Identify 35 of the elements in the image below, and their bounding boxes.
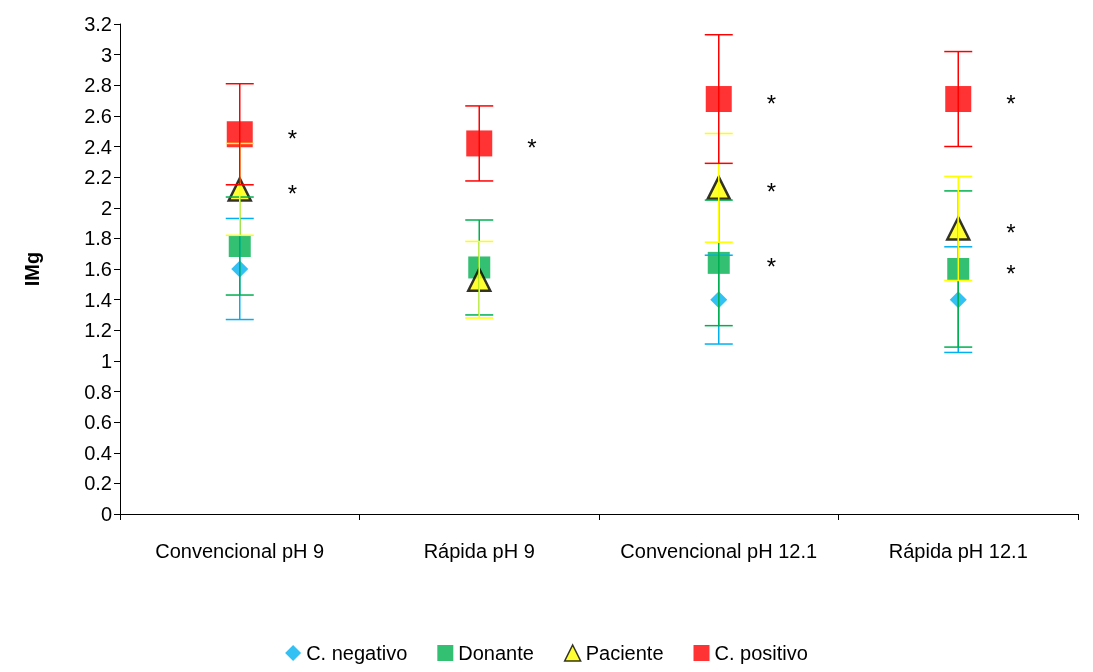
y-tick-label: 3.2 — [84, 13, 112, 35]
y-tick-label: 0.2 — [84, 472, 112, 495]
x-tick-label: Convencional pH 12.1 — [620, 540, 818, 562]
y-tick-label: 0 — [100, 503, 112, 525]
y-axis-title: IMg — [21, 251, 43, 287]
legend-label: Paciente — [585, 642, 664, 664]
x-tick-label: Convencional pH 9 — [155, 540, 325, 562]
y-tick-label: 2.8 — [84, 74, 112, 97]
annotation: * — [766, 178, 777, 206]
y-tick-label: 1.4 — [84, 288, 112, 311]
legend-label: C. positivo — [714, 642, 808, 664]
y-tick-label: 2.2 — [84, 166, 112, 189]
annotation: * — [1006, 89, 1016, 117]
y-tick-label: 1.8 — [84, 227, 112, 250]
y-tick-label: 1.2 — [84, 319, 112, 342]
y-tick-label: 2.6 — [84, 104, 112, 127]
x-tick-label: Rápida pH 12.1 — [888, 540, 1028, 562]
annotation: * — [766, 253, 777, 281]
y-tick-label: 0.6 — [84, 411, 112, 434]
y-tick-label: 1.6 — [84, 258, 112, 280]
y-tick-label: 0.4 — [84, 441, 112, 464]
y-tick-label: 0.8 — [84, 380, 112, 403]
y-tick-label: 1 — [100, 349, 112, 372]
y-tick-label: 2.4 — [84, 135, 112, 158]
annotation: * — [766, 89, 777, 117]
annotation: * — [287, 179, 298, 207]
annotation: * — [527, 133, 537, 161]
y-tick-label: 2 — [100, 196, 112, 219]
annotation: * — [1006, 218, 1016, 246]
legend-label: Donante — [458, 642, 534, 664]
x-tick-label: Rápida pH 9 — [423, 540, 535, 562]
legend-label: C. negativo — [306, 642, 408, 664]
annotation: * — [1006, 259, 1016, 287]
y-tick-label: 3 — [100, 43, 112, 66]
annotation: * — [287, 124, 298, 152]
